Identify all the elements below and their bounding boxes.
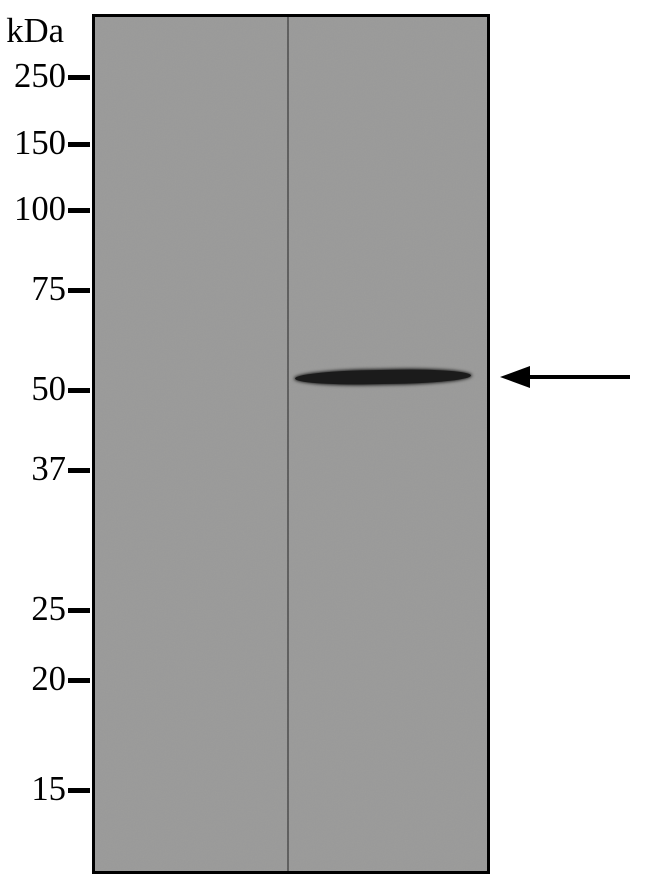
blot-noise bbox=[92, 14, 490, 874]
mw-tick-75 bbox=[68, 288, 90, 293]
blot-membrane bbox=[92, 14, 490, 874]
axis-unit-label: kDa bbox=[2, 12, 64, 51]
mw-tick-20 bbox=[68, 678, 90, 683]
band-arrow-head bbox=[500, 366, 530, 388]
western-blot-figure: kDa 250150100755037252015 12 bbox=[0, 0, 650, 886]
mw-tick-37 bbox=[68, 468, 90, 473]
mw-tick-25 bbox=[68, 608, 90, 613]
mw-label-100: 100 bbox=[0, 190, 66, 229]
mw-label-25: 25 bbox=[0, 590, 66, 629]
mw-tick-150 bbox=[68, 142, 90, 147]
mw-label-37: 37 bbox=[0, 450, 66, 489]
mw-label-75: 75 bbox=[0, 270, 66, 309]
mw-label-20: 20 bbox=[0, 660, 66, 699]
band-arrow-shaft bbox=[528, 375, 630, 379]
mw-label-50: 50 bbox=[0, 370, 66, 409]
mw-label-15: 15 bbox=[0, 770, 66, 809]
mw-label-250: 250 bbox=[0, 57, 66, 96]
mw-tick-100 bbox=[68, 208, 90, 213]
mw-label-150: 150 bbox=[0, 124, 66, 163]
mw-tick-250 bbox=[68, 75, 90, 80]
mw-tick-50 bbox=[68, 388, 90, 393]
mw-tick-15 bbox=[68, 788, 90, 793]
